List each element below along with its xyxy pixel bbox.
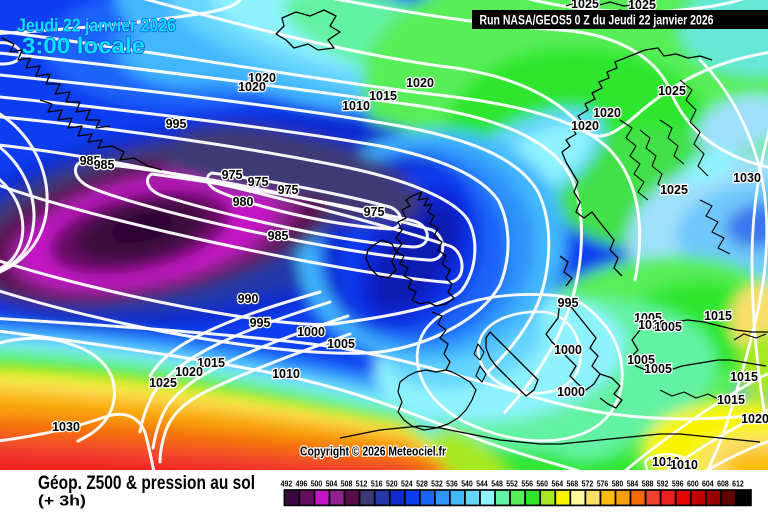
svg-text:995: 995	[558, 296, 579, 310]
svg-text:588: 588	[642, 480, 654, 489]
svg-text:600: 600	[687, 480, 699, 489]
svg-text:975: 975	[222, 168, 243, 182]
svg-text:1015: 1015	[369, 89, 397, 103]
svg-text:532: 532	[431, 480, 443, 489]
svg-text:985: 985	[80, 154, 101, 168]
svg-text:1030: 1030	[733, 171, 761, 185]
svg-text:1015: 1015	[197, 356, 225, 370]
svg-text:1020: 1020	[406, 76, 434, 90]
svg-text:496: 496	[296, 480, 308, 489]
svg-text:528: 528	[416, 480, 428, 489]
svg-text:990: 990	[238, 292, 259, 306]
svg-text:1005: 1005	[644, 362, 672, 376]
svg-text:564: 564	[552, 480, 564, 489]
svg-text:975: 975	[364, 205, 385, 219]
svg-text:1015: 1015	[704, 309, 732, 323]
svg-text:1020: 1020	[238, 80, 266, 94]
svg-text:1020: 1020	[741, 412, 768, 426]
svg-text:492: 492	[281, 480, 293, 489]
svg-text:568: 568	[567, 480, 579, 489]
svg-text:572: 572	[582, 480, 594, 489]
svg-text:508: 508	[341, 480, 353, 489]
svg-text:995: 995	[250, 316, 271, 330]
svg-text:512: 512	[356, 480, 368, 489]
svg-text:Copyright © 2026 Meteociel.fr: Copyright © 2026 Meteociel.fr	[300, 444, 446, 459]
svg-text:1025: 1025	[658, 84, 686, 98]
svg-text:1015: 1015	[717, 393, 745, 407]
svg-text:596: 596	[672, 480, 684, 489]
svg-text:1020: 1020	[571, 119, 599, 133]
svg-text:1010: 1010	[652, 455, 680, 469]
svg-text:1005: 1005	[327, 337, 355, 351]
svg-text:980: 980	[233, 195, 254, 209]
svg-text:1025: 1025	[660, 183, 688, 197]
svg-text:1005: 1005	[634, 311, 662, 325]
svg-text:520: 520	[386, 480, 398, 489]
svg-text:604: 604	[702, 480, 714, 489]
svg-text:(+ 3h): (+ 3h)	[38, 493, 86, 510]
svg-text:1010: 1010	[670, 458, 698, 472]
svg-text:552: 552	[506, 480, 518, 489]
svg-text:584: 584	[627, 480, 639, 489]
svg-text:1000: 1000	[297, 325, 325, 339]
svg-text:1015: 1015	[730, 370, 758, 384]
svg-text:985: 985	[268, 229, 289, 243]
svg-text:592: 592	[657, 480, 669, 489]
svg-text:544: 544	[476, 480, 488, 489]
svg-text:1030: 1030	[52, 420, 80, 434]
svg-text:560: 560	[536, 480, 548, 489]
svg-text:995: 995	[166, 117, 187, 131]
svg-text:1005: 1005	[627, 353, 655, 367]
svg-text:524: 524	[401, 480, 413, 489]
svg-text:500: 500	[311, 480, 323, 489]
svg-text:612: 612	[732, 480, 744, 489]
svg-text:1010: 1010	[342, 99, 370, 113]
svg-text:975: 975	[278, 183, 299, 197]
svg-text:1000: 1000	[557, 385, 585, 399]
svg-text:540: 540	[461, 480, 473, 489]
svg-text:1025: 1025	[571, 0, 599, 11]
svg-text:608: 608	[717, 480, 729, 489]
svg-text:1025: 1025	[628, 0, 656, 12]
svg-text:1005: 1005	[654, 320, 682, 334]
svg-text:Géop. Z500 & pression au sol: Géop. Z500 & pression au sol	[38, 473, 255, 494]
svg-text:1020: 1020	[175, 365, 203, 379]
svg-text:Jeudi 22 janvier 2026: Jeudi 22 janvier 2026	[17, 15, 176, 35]
svg-text:1010: 1010	[272, 367, 300, 381]
svg-text:1020: 1020	[248, 71, 276, 85]
svg-text:580: 580	[612, 480, 624, 489]
svg-text:556: 556	[521, 480, 533, 489]
svg-text:1025: 1025	[149, 376, 177, 390]
svg-text:975: 975	[248, 175, 269, 189]
svg-text:3:00 locale: 3:00 locale	[22, 33, 145, 59]
svg-text:985: 985	[94, 158, 115, 172]
svg-text:1000: 1000	[554, 343, 582, 357]
svg-text:504: 504	[326, 480, 338, 489]
svg-text:576: 576	[597, 480, 609, 489]
svg-text:Run NASA/GEOS5 0 Z du Jeudi 22: Run NASA/GEOS5 0 Z du Jeudi 22 janvier 2…	[480, 12, 714, 27]
svg-text:548: 548	[491, 480, 503, 489]
svg-text:1010: 1010	[638, 318, 666, 332]
svg-text:516: 516	[371, 480, 383, 489]
svg-text:1020: 1020	[593, 106, 621, 120]
svg-text:536: 536	[446, 480, 458, 489]
